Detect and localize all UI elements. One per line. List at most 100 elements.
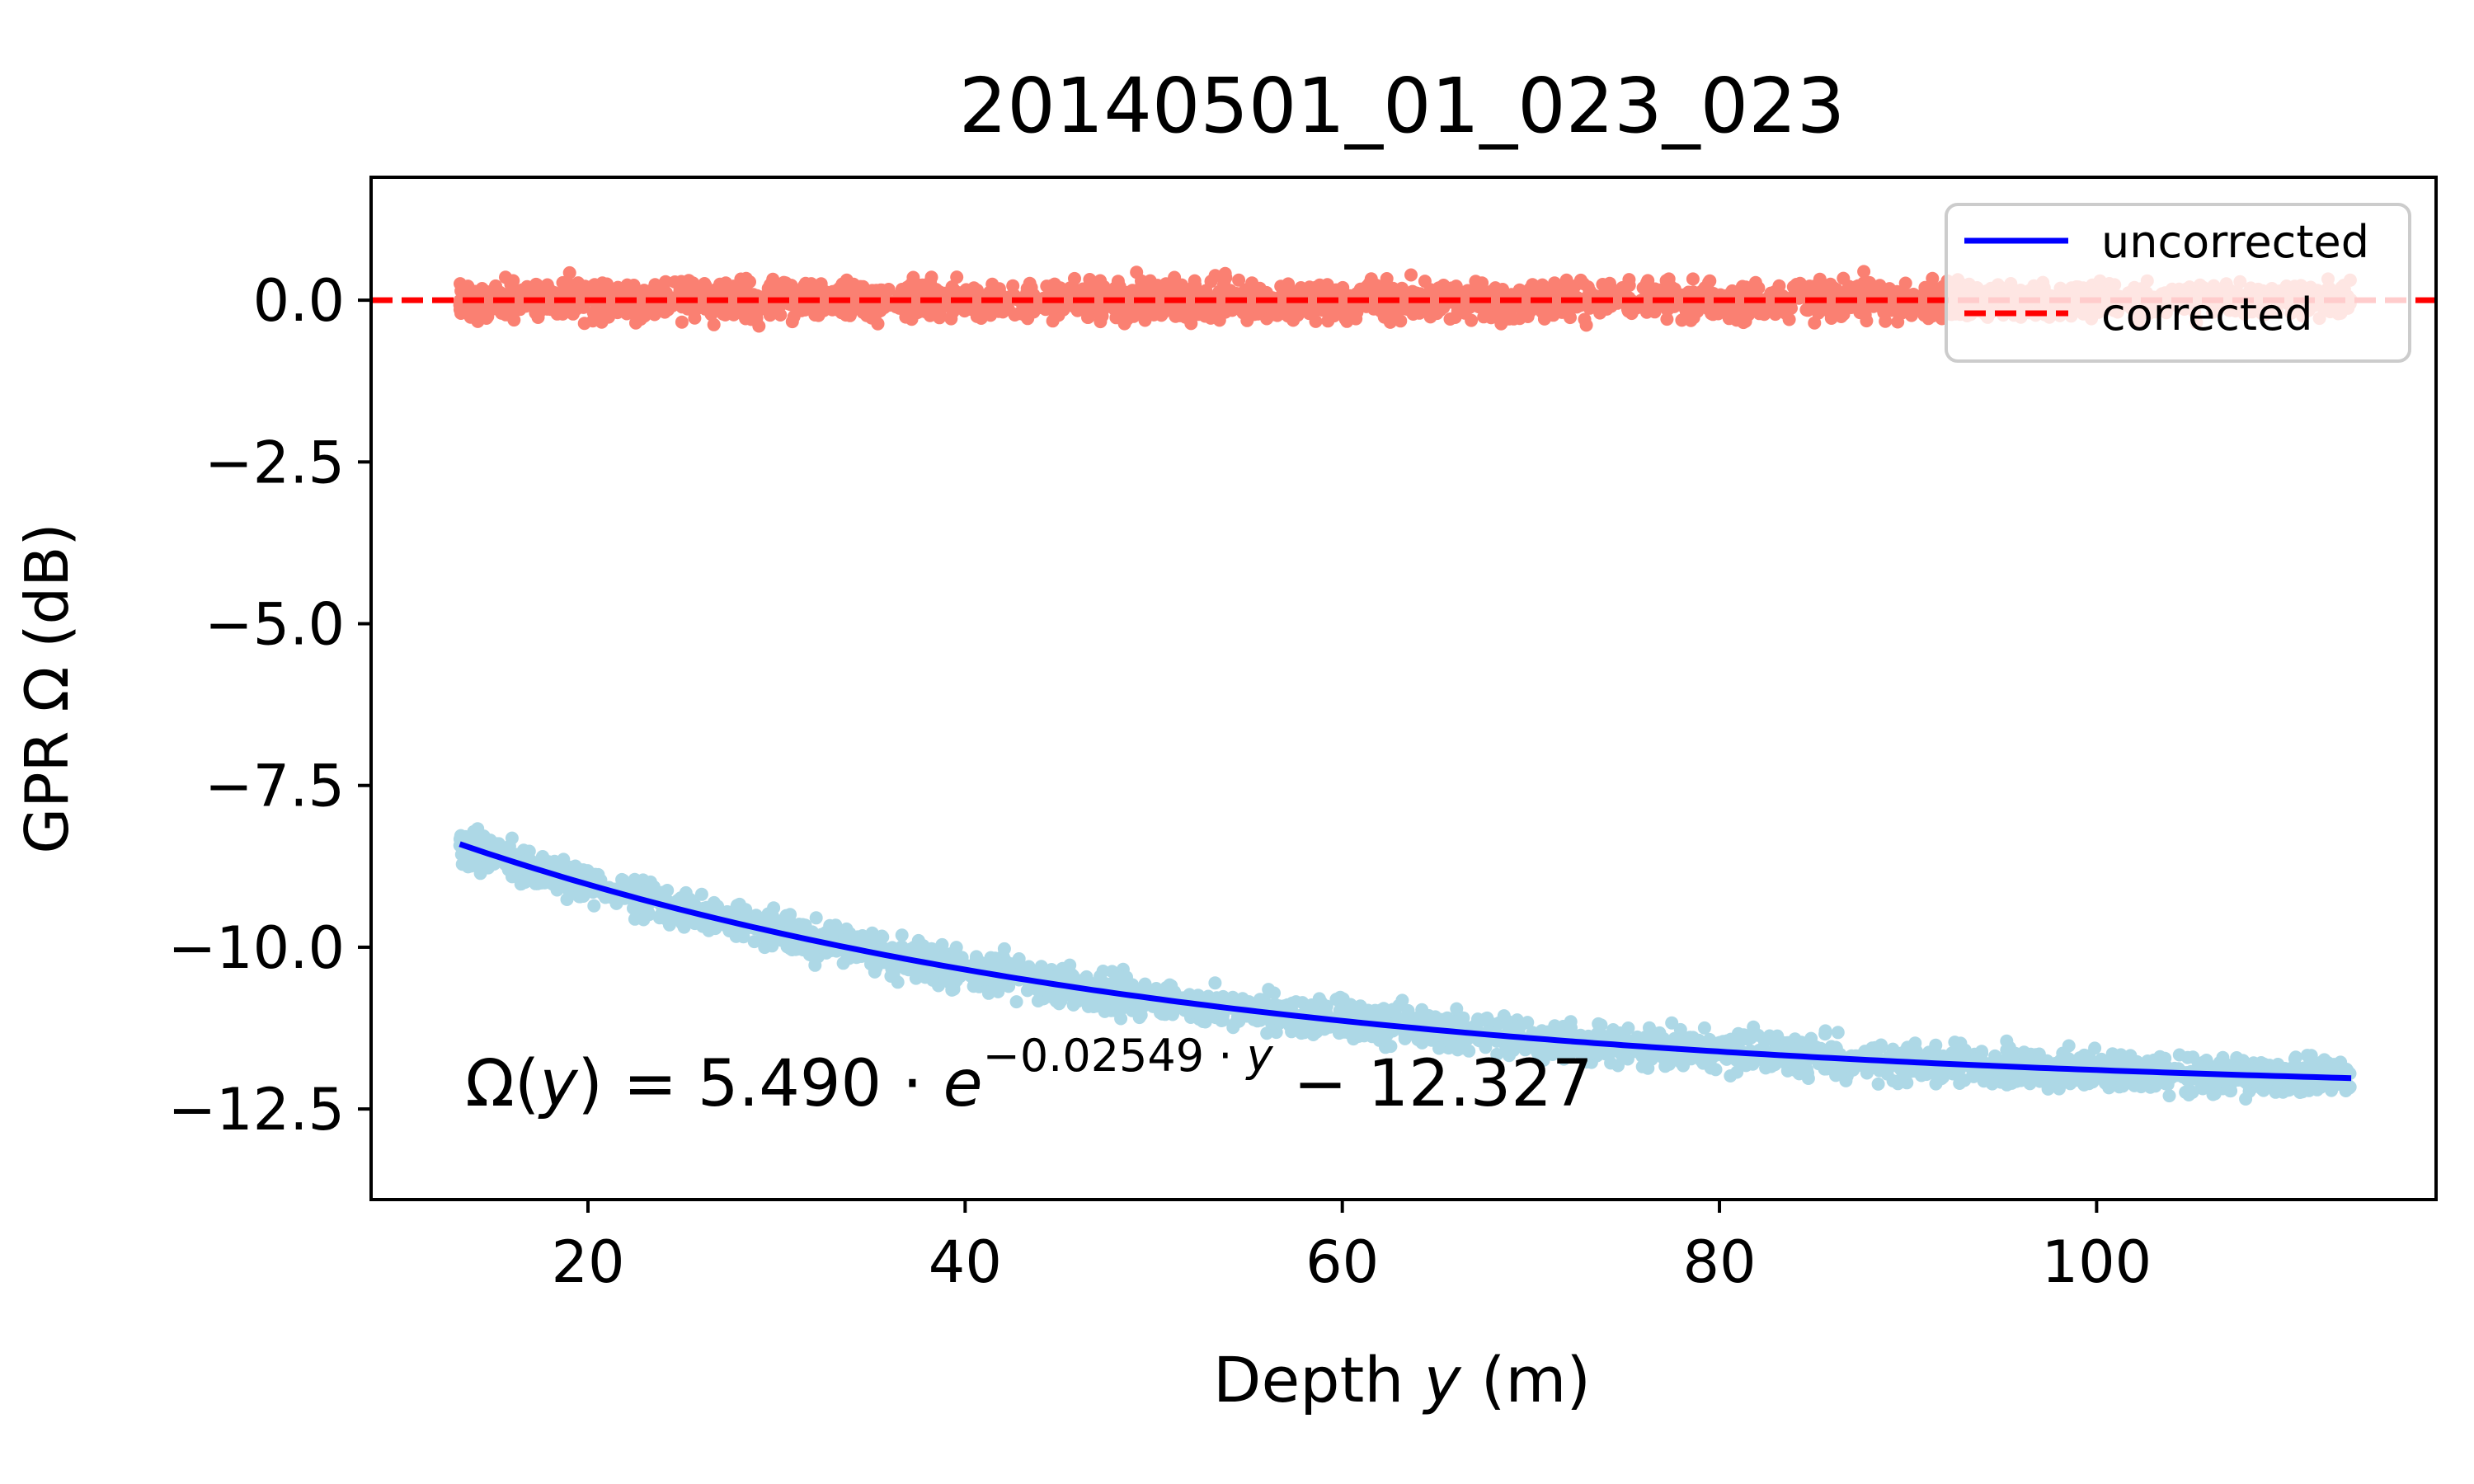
scatter-point-uncorrected [1216,1013,1230,1027]
scatter-point-corrected [1660,312,1674,326]
scatter-point-uncorrected [1503,1049,1516,1063]
scatter-point-uncorrected [2000,1078,2014,1092]
scatter-point-corrected [892,301,906,315]
scatter-point-uncorrected [1056,961,1070,975]
scatter-point-uncorrected [1009,995,1023,1009]
scatter-point-uncorrected [2288,1052,2302,1066]
scatter-point-uncorrected [1730,1065,1744,1079]
scatter-point-corrected [923,308,937,322]
scatter-point-uncorrected [1551,1045,1565,1059]
scatter-point-uncorrected [2321,1060,2335,1074]
scatter-point-uncorrected [1363,1026,1377,1040]
scatter-point-uncorrected [2162,1089,2176,1103]
scatter-point-uncorrected [2000,1068,2014,1082]
scatter-point-corrected [1925,283,1939,297]
scatter-point-uncorrected [1641,1061,1655,1075]
scatter-point-corrected [1660,303,1674,317]
scatter-point-uncorrected [1871,1077,1885,1091]
scatter-point-corrected [1686,311,1700,325]
scatter-point-uncorrected [2095,1070,2109,1084]
scatter-point-uncorrected [2257,1057,2271,1071]
scatter-point-uncorrected [2019,1051,2033,1065]
scatter-point-corrected [562,265,576,279]
scatter-point-corrected [1639,305,1653,319]
scatter-point-uncorrected [1831,1026,1845,1040]
scatter-point-uncorrected [1670,1033,1684,1047]
scatter-point-uncorrected [1096,965,1110,978]
scatter-point-uncorrected [1771,1029,1785,1043]
scatter-point-corrected [688,311,702,325]
scatter-point-uncorrected [1262,983,1276,997]
scatter-point-uncorrected [1873,1064,1886,1078]
scatter-point-uncorrected [587,899,601,913]
scatter-point-uncorrected [1973,1068,1987,1082]
scatter-point-corrected [1906,302,1920,316]
scatter-point-corrected [1768,308,1782,322]
scatter-point-uncorrected [1658,1059,1672,1073]
scatter-point-corrected [1578,312,1592,326]
scatter-point-corrected [1232,273,1246,287]
scatter-point-corrected [1121,302,1135,316]
scatter-point-uncorrected [1119,979,1132,993]
scatter-point-uncorrected [1087,1000,1101,1013]
scatter-point-corrected [1336,280,1350,294]
scatter-point-corrected [463,303,477,317]
scatter-point-uncorrected [694,887,708,901]
scatter-point-uncorrected [1116,1001,1130,1015]
scatter-point-corrected [1857,265,1871,279]
chart-title: 20140501_01_023_023 [959,62,1846,150]
scatter-point-corrected [1536,284,1550,298]
scatter-point-corrected [504,277,518,291]
scatter-point-uncorrected [1398,1031,1412,1045]
scatter-point-uncorrected [1450,1002,1464,1016]
scatter-point-uncorrected [1333,990,1348,1004]
scatter-point-uncorrected [455,857,469,871]
scatter-point-uncorrected [505,831,519,845]
scatter-point-corrected [1752,281,1766,295]
scatter-point-uncorrected [661,884,675,897]
scatter-point-uncorrected [1462,1044,1476,1058]
scatter-point-uncorrected [747,935,761,949]
scatter-point-uncorrected [1832,1067,1846,1081]
scatter-point-corrected [1782,312,1796,326]
scatter-point-corrected [1174,300,1188,314]
scatter-point-corrected [952,286,966,300]
scatter-point-uncorrected [1621,1021,1635,1035]
scatter-point-uncorrected [1732,1036,1746,1050]
scatter-point-uncorrected [616,873,630,887]
scatter-point-uncorrected [1415,1036,1429,1050]
scatter-point-corrected [1204,275,1218,289]
scatter-point-uncorrected [2186,1050,2200,1064]
scatter-point-uncorrected [1985,1077,1999,1091]
scatter-point-uncorrected [2330,1078,2344,1092]
scatter-point-uncorrected [1677,1059,1691,1073]
scatter-point-corrected [1039,303,1052,317]
scatter-point-uncorrected [875,955,888,969]
scatter-point-uncorrected [1751,1028,1765,1042]
scatter-point-uncorrected [1097,997,1111,1011]
scatter-point-uncorrected [1266,998,1280,1012]
scatter-point-uncorrected [1114,1012,1128,1026]
scatter-point-corrected [1315,300,1329,314]
scatter-point-uncorrected [538,872,552,886]
scatter-point-uncorrected [1908,1036,1922,1050]
scatter-point-uncorrected [2153,1050,2167,1064]
scatter-point-uncorrected [806,941,820,955]
scatter-point-corrected [1380,272,1394,285]
scatter-point-uncorrected [1696,1056,1710,1070]
scatter-point-corrected [992,282,1006,296]
scatter-point-uncorrected [1066,969,1079,983]
scatter-point-uncorrected [1954,1036,1968,1050]
scatter-point-uncorrected [1697,1021,1711,1035]
scatter-point-uncorrected [1644,1031,1658,1045]
scatter-point-uncorrected [696,919,710,933]
scatter-point-uncorrected [1012,952,1026,965]
scatter-point-uncorrected [707,895,721,909]
scatter-point-uncorrected [1479,1012,1493,1026]
scatter-point-uncorrected [783,908,797,922]
scatter-point-uncorrected [661,913,675,927]
scatter-point-uncorrected [1497,1009,1511,1023]
scatter-point-corrected [627,300,641,314]
scatter-point-uncorrected [1082,975,1096,989]
scatter-point-uncorrected [1451,1043,1465,1057]
